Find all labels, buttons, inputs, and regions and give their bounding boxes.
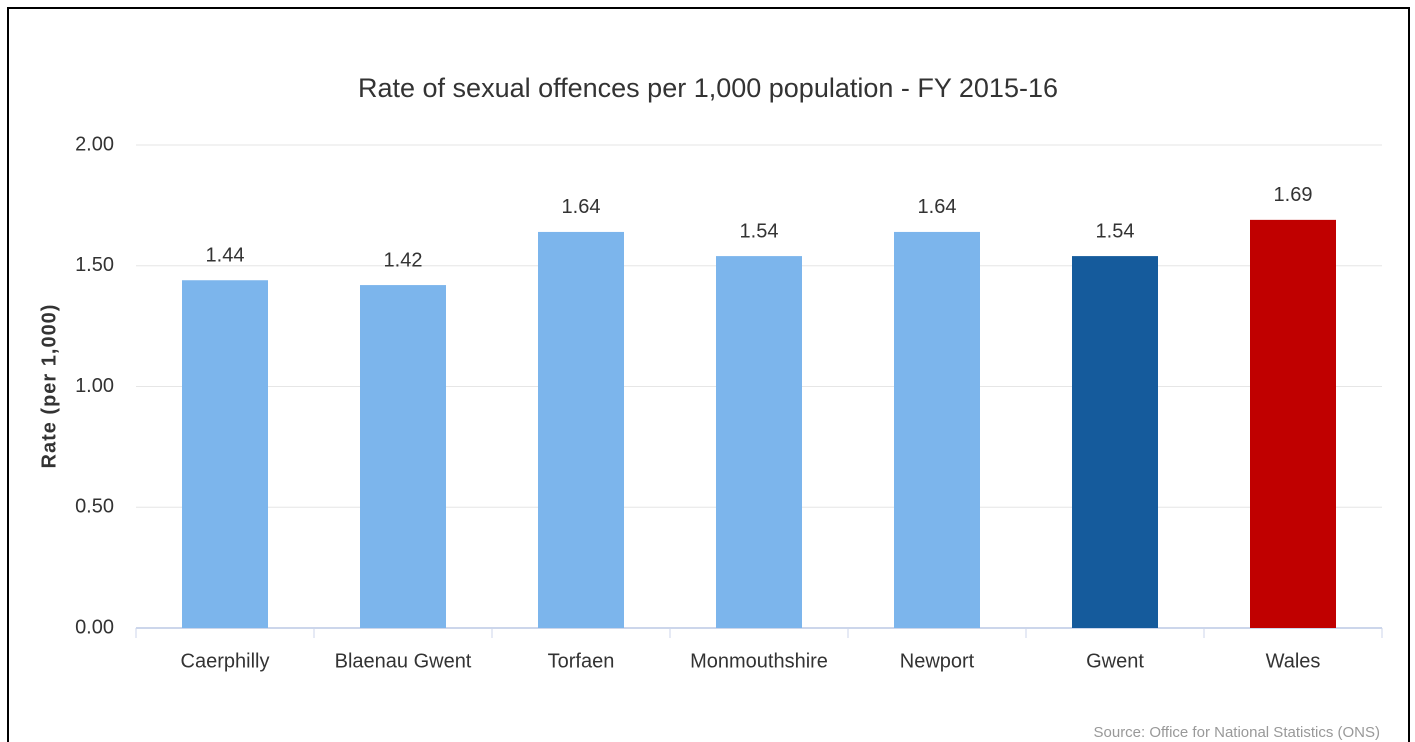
x-tick-label: Blaenau Gwent (335, 650, 472, 672)
data-label: 1.54 (1096, 220, 1135, 242)
data-label: 1.42 (384, 249, 423, 271)
y-tick-label: 1.00 (75, 375, 114, 397)
y-tick-label: 1.50 (75, 254, 114, 276)
y-axis-label: Rate (per 1,000) (38, 304, 60, 469)
data-label: 1.69 (1274, 184, 1313, 206)
bar (894, 231, 980, 628)
x-tick-label: Newport (900, 650, 975, 672)
bar (360, 285, 446, 628)
x-tick-label: Monmouthshire (690, 650, 828, 672)
data-label: 1.54 (740, 220, 779, 242)
x-tick-label: Torfaen (548, 650, 615, 672)
bar (1072, 256, 1158, 628)
source: Source: Office for National Statistics (… (1094, 724, 1381, 741)
y-tick-label: 2.00 (75, 133, 114, 155)
data-label: 1.64 (918, 196, 957, 218)
x-tick-label: Gwent (1086, 650, 1144, 672)
data-label: 1.44 (206, 245, 245, 267)
x-tick-label: Wales (1266, 650, 1321, 672)
y-tick-label: 0.50 (75, 496, 114, 518)
bar (182, 280, 268, 628)
bar (538, 231, 624, 628)
x-tick-label: Caerphilly (181, 650, 270, 672)
bar (716, 256, 802, 628)
chart-title: Rate of sexual offences per 1,000 popula… (358, 73, 1058, 103)
bar (1250, 219, 1336, 629)
data-label: 1.64 (562, 196, 601, 218)
y-tick-label: 0.00 (75, 616, 114, 638)
